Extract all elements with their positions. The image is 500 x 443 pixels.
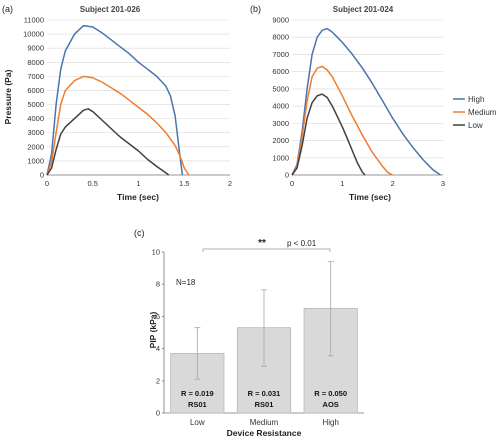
chart-a-ytick-label: 0: [40, 171, 44, 180]
chart-a-ytick-label: 9000: [27, 44, 44, 53]
legend-label-medium: Medium: [468, 108, 497, 117]
chart-a-ytick-label: 11000: [24, 16, 44, 25]
chart-b-ytick-label: 9000: [272, 16, 289, 25]
significance-stars: **: [258, 238, 266, 249]
chart-b-xtick-label: 0: [290, 179, 294, 188]
chart-a-xtick-label: 0: [45, 179, 49, 188]
bar-label-device: RS01: [255, 400, 274, 409]
chart-b-ytick-label: 0: [285, 171, 289, 180]
chart-c: PIP (kPa) Device Resistance 0 2 4 6 8 10 R = …: [148, 238, 364, 438]
chart-a-ytick-label: 10000: [23, 30, 44, 39]
bar-label-r: R = 0.031: [248, 389, 281, 398]
chart-a-ytick-label: 1000: [27, 156, 44, 165]
chart-c-ytick-label: 2: [156, 376, 160, 385]
chart-a-series-low: [46, 108, 170, 176]
chart-c-ytick-label: 8: [156, 280, 160, 289]
chart-c-ylabel: PIP (kPa): [148, 311, 158, 348]
category-label: Medium: [250, 418, 279, 427]
bar-label-r: R = 0.019: [181, 389, 214, 398]
chart-b-lines: [291, 27, 441, 176]
chart-b-xtick-label: 1: [340, 179, 344, 188]
bar-label-r: R = 0.050: [314, 389, 347, 398]
chart-b-xtick-label: 2: [391, 179, 395, 188]
significance-bracket: [202, 248, 331, 252]
chart-b-ytick-label: 2000: [272, 136, 289, 145]
chart-c-ytick-label: 4: [156, 344, 160, 353]
chart-b-series-medium: [291, 65, 394, 176]
category-label: High: [322, 418, 338, 427]
legend-label-high: High: [468, 95, 484, 104]
chart-b-xtick-label: 3: [441, 179, 445, 188]
n-annotation: N=18: [176, 278, 196, 287]
chart-c-xlabel: Device Resistance: [227, 428, 302, 438]
p-value-annotation: p < 0.01: [287, 239, 317, 248]
chart-a-ytick-label: 6000: [27, 86, 44, 95]
chart-a-ytick-label: 2000: [27, 142, 44, 151]
bar-label-device: RS01: [188, 400, 207, 409]
chart-b-ticks: 0 1000 2000 3000 4000 5000 6000 7000 8000 9000 0 1 2…: [272, 16, 445, 189]
chart-a-xtick-label: 2: [228, 179, 232, 188]
chart-a-xlabel: Time (sec): [117, 192, 159, 202]
chart-a-series-medium: [46, 75, 190, 176]
chart-b-ytick-label: 1000: [272, 153, 289, 162]
panel-c-label: (c): [134, 228, 145, 238]
chart-b-series-high: [291, 27, 441, 176]
chart-c-ytick-label: 10: [152, 248, 160, 257]
chart-a-xtick-label: 1.5: [179, 179, 189, 188]
chart-a-ytick-label: 8000: [27, 58, 44, 67]
chart-a-xtick-label: 1: [136, 179, 140, 188]
chart-a-series-high: [46, 24, 184, 176]
bar-label-device: AOS: [323, 400, 339, 409]
chart-b-ytick-label: 7000: [272, 50, 289, 59]
chart-b-ytick-label: 8000: [272, 33, 289, 42]
chart-a-xtick-label: 0.5: [88, 179, 98, 188]
chart-a-ytick-label: 4000: [27, 114, 44, 123]
chart-b-ytick-label: 4000: [272, 102, 289, 111]
chart-a-ytick-label: 3000: [27, 128, 44, 137]
chart-b-title: Subject 201-024: [333, 5, 394, 14]
chart-b-ytick-label: 3000: [272, 119, 289, 128]
chart-a-title: Subject 201-026: [80, 5, 141, 14]
chart-b-legend: High Medium Low: [453, 95, 497, 130]
chart-a-ytick-label: 5000: [27, 100, 44, 109]
chart-b-xlabel: Time (sec): [349, 192, 391, 202]
category-label: Low: [190, 418, 205, 427]
chart-b-ytick-label: 5000: [272, 84, 289, 93]
chart-c-ytick-label: 0: [156, 409, 160, 418]
chart-b-series-low: [291, 93, 366, 176]
chart-b: Subject 201-024 Time (sec) 0 1000 2000 3000…: [272, 5, 496, 202]
panel-a-label: (a): [2, 4, 13, 14]
chart-a-lines: [46, 24, 190, 176]
chart-a-ylabel: Pressure (Pa): [3, 69, 13, 124]
chart-a-ytick-label: 7000: [27, 72, 44, 81]
panel-b-label: (b): [250, 4, 261, 14]
chart-b-ytick-label: 6000: [272, 67, 289, 76]
chart-a: Subject 201-026 Pressure (Pa) Time (sec)…: [3, 5, 232, 202]
chart-c-bars: R = 0.019 RS01 Low R = 0.031 RS01 Medium R = 0…: [170, 261, 358, 427]
legend-label-low: Low: [468, 121, 483, 130]
chart-c-ytick-label: 6: [156, 312, 160, 321]
chart-a-ticks: 0100020003000400050006000700080009000100…: [23, 16, 232, 189]
